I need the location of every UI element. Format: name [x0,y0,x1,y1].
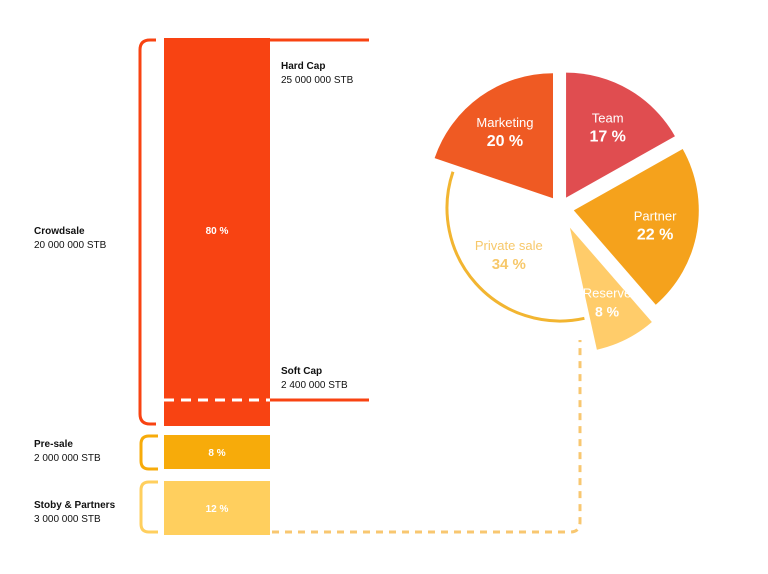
crowdsale-title: Crowdsale [34,226,85,237]
bar-partners-value-label: 12 % [206,504,229,515]
pie-slice-team-name-label: Team [592,110,624,125]
soft-cap-amount: 2 400 000 STB [281,380,348,391]
pie-chart: Team 17 % Partner 22 % Reserve 8 % Private sal… [434,72,699,350]
hard-cap-title: Hard Cap [281,61,325,72]
crowdsale-amount: 20 000 000 STB [34,240,107,251]
presale-title: Pre-sale [34,439,73,450]
partners-amount: 3 000 000 STB [34,514,101,525]
bar-presale-value-label: 8 % [208,448,225,459]
bar-partners [164,481,270,535]
pie-slice-reserve-value-label: 8 % [595,303,620,319]
pie-slice-private-sale-value-label: 34 % [492,256,526,273]
partners-title: Stoby & Partners [34,500,116,511]
bar-crowdsale [164,38,270,426]
crowdsale-bracket [138,38,156,426]
pie-slice-reserve [569,227,652,350]
soft-cap-title: Soft Cap [281,366,322,377]
pie-slice-private-sale [445,171,585,323]
pie-slice-private-sale-name-label: Private sale [475,238,543,253]
partners-bracket [139,480,158,534]
pie-slice-team-value-label: 17 % [589,128,625,145]
pie-slice-team [566,72,675,198]
pie-slice-marketing-name-label: Marketing [476,115,533,130]
pie-slice-partner-name-label: Partner [634,208,677,223]
pie-slice-reserve-name-label: Reserve [583,285,631,300]
connector-dashed-line [272,340,582,534]
pie-slice-partner-value-label: 22 % [637,226,673,243]
pie-slice-marketing [434,73,554,199]
hard-cap-amount: 25 000 000 STB [281,75,354,86]
presale-bracket [139,434,158,471]
pie-slice-partner [573,149,699,305]
presale-amount: 2 000 000 STB [34,453,101,464]
pie-slice-marketing-value-label: 20 % [487,133,523,150]
bar-crowdsale-value-label: 80 % [206,226,229,237]
bar-presale [164,435,270,469]
